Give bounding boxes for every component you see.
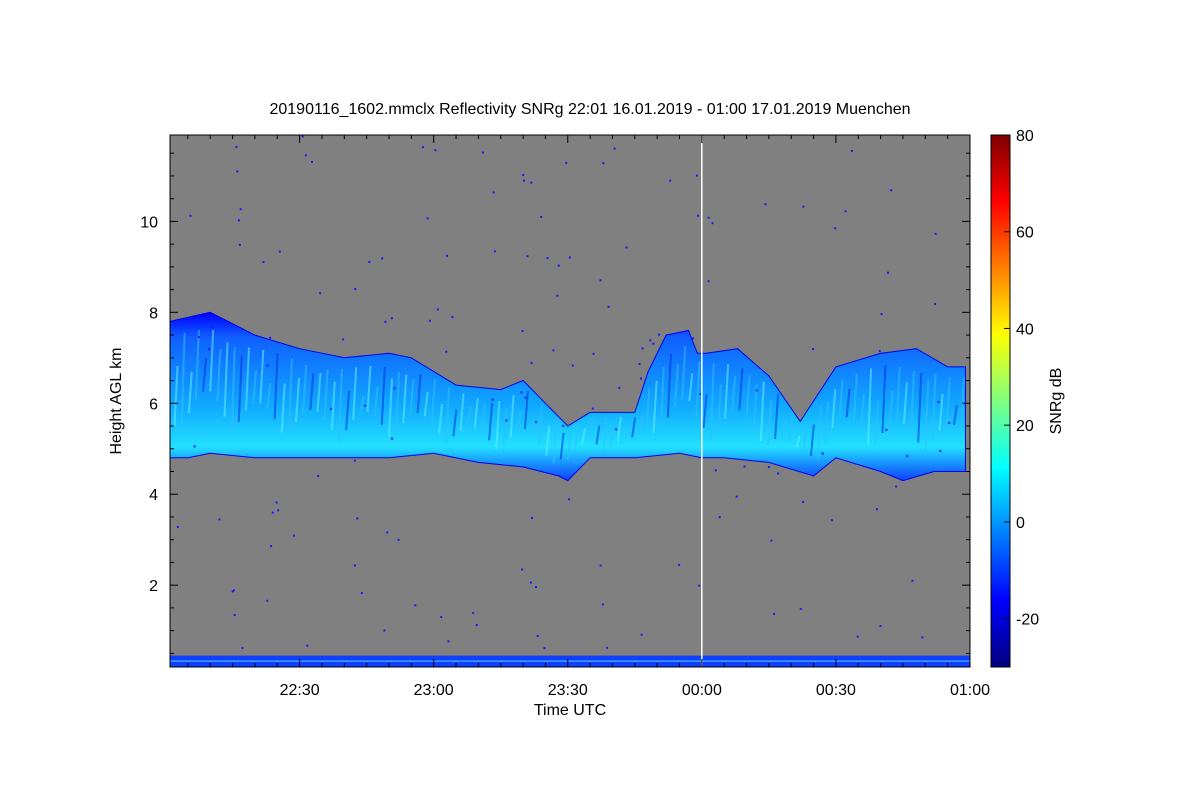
- x-tick-label: 00:30: [816, 682, 856, 699]
- x-tick-label: 23:00: [414, 682, 454, 699]
- y-axis: 2 4 6 8 10: [140, 152, 970, 654]
- noise-specks: [175, 135, 951, 650]
- colorbar-tick-label: 0: [1016, 515, 1025, 532]
- cloud-streaks: [173, 330, 966, 464]
- colorbar-tick-label: 20: [1016, 418, 1034, 435]
- x-tick-label: 01:00: [950, 682, 990, 699]
- x-axis: 22:30 23:00 23:30 00:00 00:30 01:00: [187, 135, 990, 699]
- colorbar-label: SNRg dB: [1048, 368, 1065, 435]
- cloud-layer: [170, 311, 966, 482]
- plot-frame: [169, 134, 971, 668]
- colorbar-tick-label: -20: [1016, 612, 1039, 629]
- x-axis-label: Time UTC: [534, 702, 606, 719]
- y-tick-label: 8: [149, 305, 158, 322]
- colorbar-tick-label: 80: [1016, 128, 1034, 145]
- chart-title: 20190116_1602.mmclx Reflectivity SNRg 22…: [269, 101, 910, 118]
- colorbar-tick-label: 40: [1016, 321, 1034, 338]
- x-tick-label: 00:00: [682, 682, 722, 699]
- colorbar-ticks: -20 0 20 40 60 80: [1004, 128, 1039, 629]
- plot-content: [170, 135, 970, 667]
- y-tick-label: 4: [149, 487, 158, 504]
- x-tick-label: 22:30: [280, 682, 320, 699]
- y-axis-label: Height AGL km: [108, 347, 125, 454]
- x-tick-label: 23:30: [548, 682, 588, 699]
- colorbar-tick-label: 60: [1016, 225, 1034, 242]
- y-tick-label: 2: [149, 578, 158, 595]
- colorbar: [990, 134, 1011, 668]
- y-tick-label: 10: [140, 214, 158, 231]
- y-tick-label: 6: [149, 396, 158, 413]
